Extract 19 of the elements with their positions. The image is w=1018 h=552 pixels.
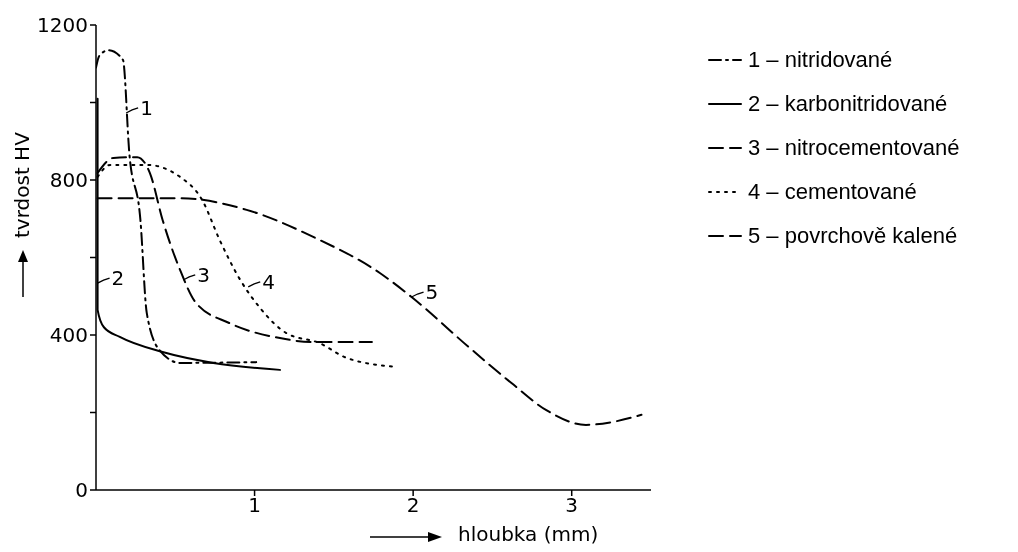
y-tick-label: 1200 bbox=[37, 13, 88, 38]
annotation: 5 bbox=[425, 280, 439, 305]
legend-label: 1 – nitridované bbox=[748, 46, 893, 74]
annotation: 4 bbox=[262, 269, 275, 294]
annotation: 2 bbox=[111, 266, 125, 291]
x-tick-label: 2 bbox=[406, 493, 420, 518]
y-axis-title: tvrdost HV bbox=[10, 132, 34, 238]
legend-label: 3 – nitrocementované bbox=[748, 134, 960, 162]
x-tick-label: 1 bbox=[248, 493, 261, 518]
y-tick-label: 0 bbox=[75, 478, 88, 503]
annotation: 1 bbox=[140, 95, 153, 120]
legend-label: 5 – povrchově kalené bbox=[748, 222, 958, 250]
y-tick-label: 800 bbox=[49, 168, 88, 193]
legend-label: 2 – karbonitridované bbox=[748, 90, 948, 118]
x-axis-title: hloubka (mm) bbox=[458, 522, 599, 546]
x-tick-label: 3 bbox=[565, 493, 579, 518]
legend-label: 4 – cementované bbox=[748, 178, 917, 206]
annotation: 3 bbox=[197, 262, 210, 287]
y-tick-label: 400 bbox=[49, 323, 88, 348]
